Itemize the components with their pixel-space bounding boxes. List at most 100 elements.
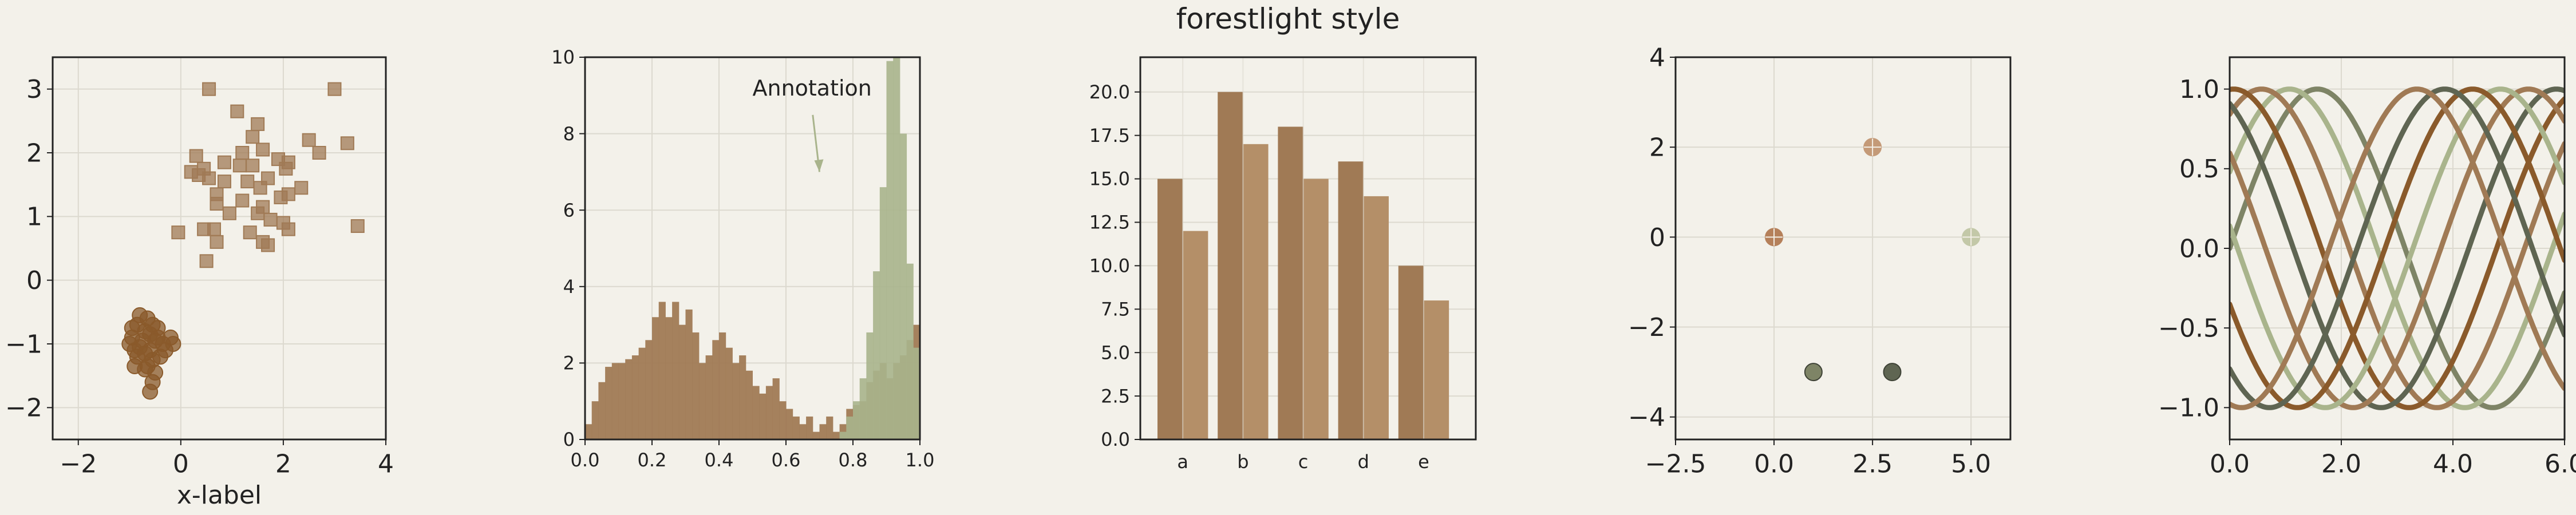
sine-series-line [2230,86,2565,410]
scatter-square-point [294,181,309,195]
sine-series-line [2230,86,2565,410]
x-tick-label: 0.6 [772,449,801,471]
x-tick-label: b [1237,451,1249,473]
y-tick-label: 17.5 [1089,125,1130,146]
histogram-bar [638,347,646,439]
bar [1398,266,1424,439]
histogram-bar [806,416,813,439]
x-tick-label: 0.8 [839,449,868,471]
sine-series-line [2230,86,2565,410]
histogram-bar [826,416,833,439]
scatter-square-point [246,130,260,144]
y-tick-label: 4 [1649,43,1665,72]
scatter-square-point [246,159,260,173]
x-tick-label: 4.0 [2433,450,2473,479]
y-tick-label: −0.5 [2158,314,2219,343]
histogram-bar [846,416,854,439]
chart-panel-4: −2.5 0.0 2.5 5.0 −4 −2 0 2 4 [1628,43,2012,479]
histogram-bar [799,424,807,439]
x-tick-label: a [1177,451,1188,473]
scatter-square-point [279,161,293,176]
scatter-square-point [327,82,342,96]
x-axis-label: x-label [177,481,262,510]
scatter-square-point [232,159,247,173]
histogram-bar [692,332,700,439]
histogram-bar [866,332,874,439]
bar [1218,92,1243,439]
figure-title: forestlight style [1176,2,1400,35]
y-tick-label: 2.5 [1101,385,1130,407]
bar [1363,196,1389,439]
scatter-square-point [302,133,316,147]
histogram-bar [792,416,800,439]
histogram-bar [598,382,606,439]
bar [1183,231,1208,439]
plot-area [1765,138,1981,382]
scatter-square-point [253,181,267,195]
scatter-square-point [189,149,203,163]
chart-panel-5: 0.0 2.0 4.0 6.0 −1.0 −0.5 0.0 0.5 1.0 [2158,56,2576,479]
annotation-arrowhead [814,159,824,172]
scatter-circle-point [149,320,166,336]
histogram-bar [605,367,613,439]
histogram-bar [752,386,760,439]
scatter-square-point [251,117,265,131]
scatter-square-point [199,254,214,268]
x-tick-label: 5.0 [1951,450,1991,479]
y-tick-label: −1.0 [2158,394,2219,423]
histogram-bar [886,61,894,439]
scatter-point [1883,363,1902,382]
x-tick-label: −2 [60,450,97,479]
x-tick-label: 6.0 [2545,450,2576,479]
histogram-bar [625,359,633,439]
y-tick-label: −4 [1628,403,1665,432]
axes-frame [1139,56,1477,441]
x-tick-label: d [1358,451,1369,473]
histogram-bar [705,355,713,439]
histogram-bar [906,263,914,439]
scatter-square-point [251,206,265,220]
histogram-bar [859,378,867,439]
y-tick-label: 0.5 [2179,154,2219,184]
y-tick-label: 2 [563,352,575,374]
bar [1278,126,1303,439]
y-tick-label: 2 [1649,133,1665,163]
sine-series-line [2230,86,2565,410]
x-tick-label: −2.5 [1645,450,1706,479]
scatter-square-point [217,175,231,189]
x-tick-label: 2.5 [1852,450,1893,479]
y-tick-label: 20.0 [1089,81,1130,103]
scatter-square-point [171,225,185,240]
histogram-bar [585,424,592,439]
scatter-square-point [261,238,275,252]
x-tick-label: 0.0 [1754,450,1794,479]
histogram-bar [812,431,820,439]
scatter-point [1804,363,1823,382]
histogram-bar [893,57,900,439]
histogram-bar [591,401,599,439]
scatter-square-point [202,82,216,96]
x-tick-label: e [1418,451,1429,473]
y-tick-label: 7.5 [1101,298,1130,320]
scatter-circle-point [127,342,143,359]
histogram-bar [853,401,860,439]
y-tick-label: 0 [563,429,575,450]
histogram-bar [779,401,787,439]
scatter-square-point [274,190,288,204]
x-tick-label: 2 [275,450,291,479]
x-tick-label: 1.0 [906,449,935,471]
histogram-bar [832,431,840,439]
scatter-square-point [350,219,365,233]
histogram-bar [725,347,733,439]
scatter-square-point [210,235,224,249]
x-tick-label: 4 [378,450,394,479]
axes-frame [1674,56,2012,441]
y-tick-label: 15.0 [1089,168,1130,190]
plot-area [2230,86,2565,410]
scatter-square-point [240,175,255,189]
bar [1423,300,1449,439]
scatter-circle-point [165,336,181,352]
bar [1243,144,1269,439]
annotation-text: Annotation [753,76,872,101]
y-tick-label: 0.0 [1101,429,1130,450]
